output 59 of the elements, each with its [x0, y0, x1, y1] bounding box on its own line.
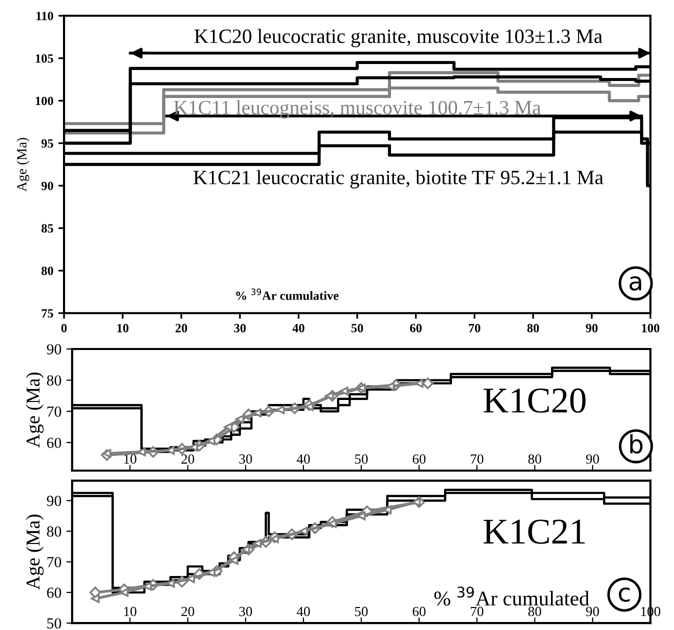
x-tick-label: 10: [124, 606, 136, 616]
annotation: K1C11 leucogneiss, muscovite 100.7±1.3 Ma: [174, 100, 541, 119]
x-tick-label: 80: [527, 324, 539, 332]
x-tick-label: 100: [642, 324, 660, 332]
x-tick-label: 60: [410, 324, 422, 332]
y-tick-label: 95: [41, 139, 54, 148]
x-tick-label: 80: [528, 454, 542, 464]
x-tick-label: 40: [296, 454, 310, 464]
y-axis-title: Age (Ma): [26, 514, 44, 590]
x-tick-label: 30: [234, 324, 246, 332]
y-tick-label: 50: [47, 618, 62, 629]
y-tick-label: 90: [46, 344, 62, 354]
y-tick-label: 75: [42, 309, 54, 318]
y-tick-label: 90: [41, 182, 54, 190]
x-tick-label: 20: [181, 454, 194, 464]
x-axis-title: % $^{39}$Ar cumulative: [236, 288, 338, 300]
y-tick-label: 60: [47, 588, 62, 598]
x-tick-label: 20: [176, 324, 188, 332]
x-tick-label: 50: [355, 454, 368, 464]
x-tick-label: 20: [181, 606, 194, 616]
annotation: K1C20 leucocratic granite, muscovite 103±1.3 Ma: [194, 28, 602, 48]
annotation: c: [618, 587, 630, 602]
y-tick-label: 90: [46, 496, 62, 506]
annotation: K1C20: [484, 388, 586, 413]
y-tick-label: 100: [36, 96, 54, 106]
x-tick-label: 80: [528, 606, 542, 616]
x-tick-label: 90: [586, 606, 599, 616]
annotation: K1C21: [484, 520, 585, 544]
x-tick-label: 30: [239, 454, 252, 464]
x-tick-label: 90: [586, 324, 598, 332]
y-tick-label: 60: [47, 438, 62, 448]
x-tick-label: 70: [470, 454, 484, 464]
x-tick-label: 0: [61, 324, 67, 332]
y-tick-label: 110: [36, 12, 54, 20]
x-tick-label: 10: [117, 324, 128, 332]
x-tick-label: 30: [239, 606, 252, 616]
x-tick-label: 70: [468, 324, 480, 332]
y-axis-title: Age (Ma): [16, 138, 30, 192]
annotation: K1C21 leucocratic granite, biotite TF 95.2±1.1 Ma: [194, 170, 604, 188]
x-tick-label: 60: [412, 606, 426, 616]
y-tick-label: 80: [42, 266, 54, 276]
x-tick-label: 40: [296, 606, 310, 616]
y-tick-label: 80: [47, 526, 62, 537]
x-tick-label: 40: [292, 324, 304, 332]
y-tick-label: 80: [47, 375, 62, 386]
annotation: b: [630, 434, 643, 454]
x-tick-label: 60: [412, 454, 426, 464]
annotation: a: [630, 276, 642, 291]
y-tick-label: 85: [42, 224, 54, 233]
x-tick-label: 50: [355, 606, 368, 616]
y-tick-label: 70: [47, 406, 62, 417]
y-tick-label: 70: [47, 556, 62, 568]
y-tick-label: 105: [36, 54, 54, 63]
y-axis-title: Age (Ma): [26, 372, 44, 448]
x-tick-label: 10: [124, 454, 136, 464]
x-tick-label: 90: [586, 454, 599, 464]
x-tick-label: 50: [351, 324, 363, 332]
x-tick-label: 70: [470, 606, 484, 616]
x-axis-title: % $^{39}$Ar cumulated: [434, 586, 590, 606]
